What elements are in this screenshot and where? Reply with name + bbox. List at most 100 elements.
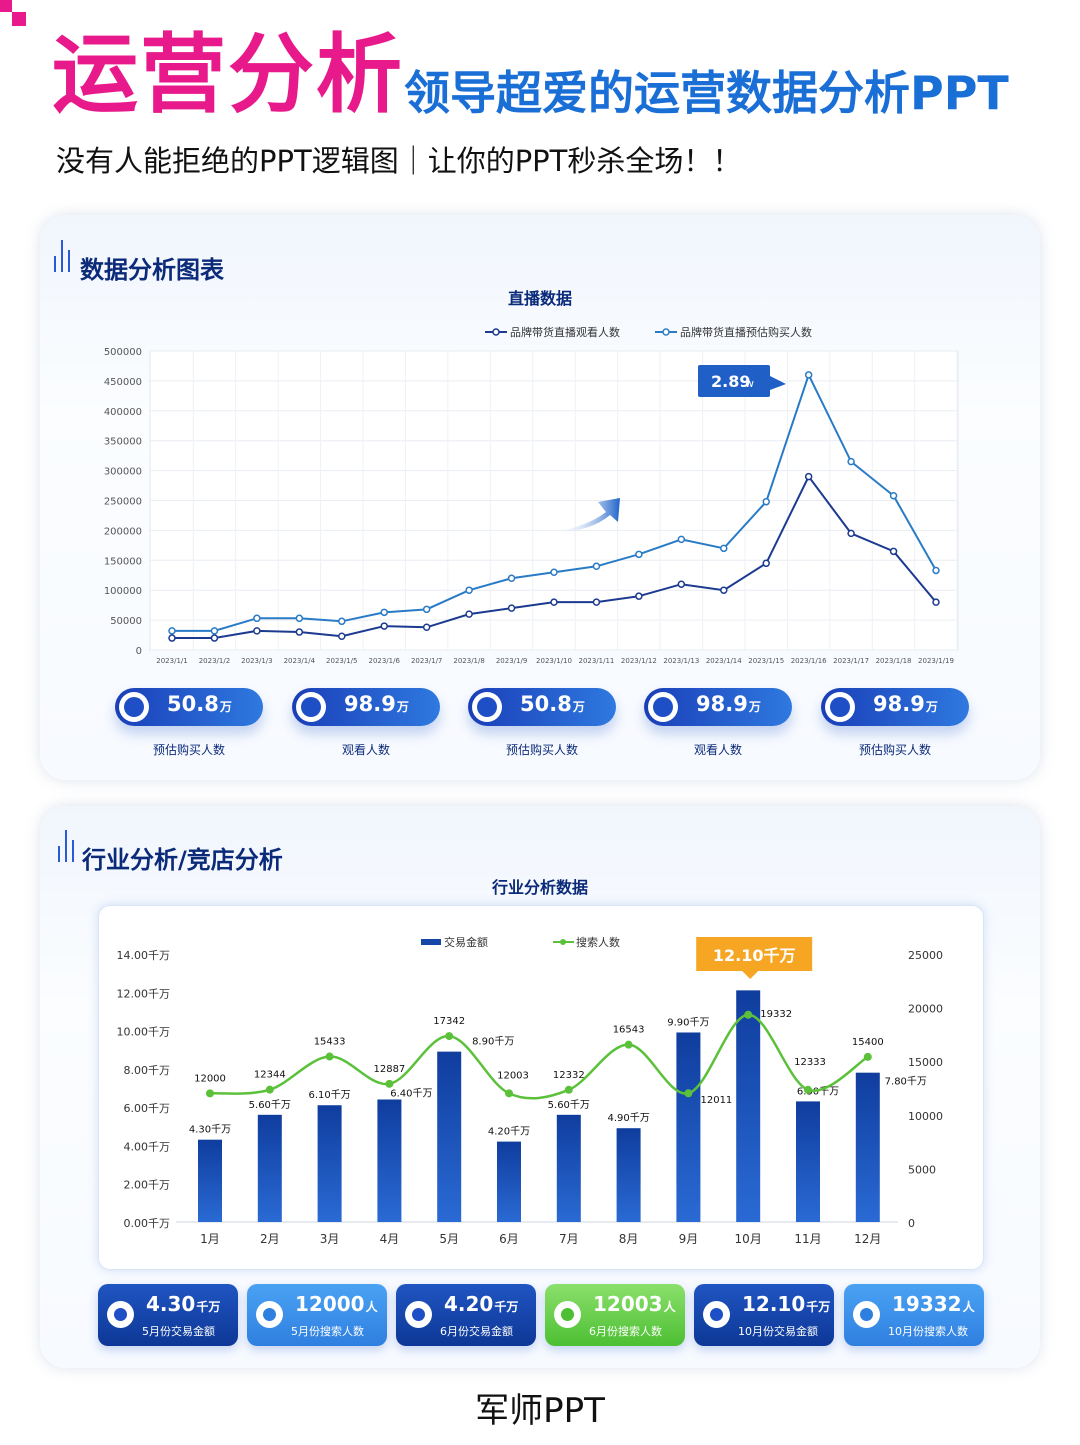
y-tick-label: 150000 [104,556,142,567]
metric-pill: 50.8万 [468,688,616,726]
bar-data-label: 4.30千万 [189,1124,231,1136]
x-tick-label: 6月 [499,1232,519,1246]
tagline: 没有人能拒绝的PPT逻辑图｜让你的PPT秒杀全场！！ [56,144,742,178]
ring-icon [648,692,678,722]
line-chart: 0 50000 100000 150000 200000 250000 300000 3500… [104,325,959,665]
y-tick-label: 500000 [104,347,142,358]
callout-box [698,365,770,397]
stat-card: 12.10千万 10月份交易金额 [694,1284,834,1346]
legend-label: 搜索人数 [576,935,620,949]
combo-chart: 0.00千万 2.00千万 4.00千万 6.00千万 8.00千万 10.00千万 12.… [117,935,944,1246]
data-point [507,574,516,582]
pill-unit: 万 [219,700,232,714]
data-point [295,628,304,636]
stat-label: 10月份交易金额 [738,1325,818,1338]
legend-label: 交易金额 [444,935,488,949]
chart-title-live: 直播数据 [507,289,572,308]
x-tick-label: 2023/1/18 [876,657,912,665]
data-point [889,491,898,500]
y-tick-label: 50000 [110,616,142,627]
data-point [465,586,473,594]
pill-value: 98.9万 [873,692,938,716]
x-tick-label: 4月 [380,1232,400,1246]
x-tick-label: 2023/1/17 [833,657,869,665]
chart-title-industry: 行业分析数据 [491,878,588,897]
people-icon [256,1301,283,1328]
x-tick-label: 2023/1/7 [411,657,442,665]
stat-unit: 人 [365,1300,378,1314]
bar-data-label: 5.60千万 [548,1099,590,1111]
ring-icon [119,692,149,722]
bar-data-label: 7.80千万 [885,1076,927,1088]
y-tick-label: 400000 [104,407,142,418]
y-tick-label: 300000 [104,467,142,478]
callout-value: 2.89 [711,372,750,391]
y-tick-label: 450000 [104,377,142,388]
y-tick-label: 250000 [104,497,142,508]
section-heading-data-analysis: 数据分析图表 [80,256,224,284]
x-tick-label: 9月 [679,1232,699,1246]
line-data-point [624,1040,633,1049]
bar [257,1114,282,1222]
line-data-point [385,1079,394,1088]
data-point [720,586,728,594]
data-point [253,627,261,635]
bar-data-label: 8.90千万 [472,1036,514,1048]
line-data-label: 17342 [433,1016,465,1027]
data-point [677,580,686,588]
line-data-point [863,1052,872,1061]
metric-pill: 98.9万 [644,688,792,726]
legend-swatch [421,939,441,945]
x-tick-label: 2023/1/3 [241,657,272,665]
stat-unit: 人 [663,1300,676,1314]
x-tick-label: 7月 [559,1232,579,1246]
x-tick-label: 2023/1/10 [536,657,572,665]
stat-label: 5月份搜索人数 [291,1325,364,1338]
bar [198,1139,222,1222]
bar [497,1141,521,1222]
stat-value: 12003人 [593,1292,676,1316]
data-point [635,550,643,559]
y-tick-label-right: 15000 [908,1056,943,1069]
pill-unit: 万 [925,700,938,714]
stat-value: 12.10千万 [742,1292,831,1316]
callout-unit: w [745,377,754,390]
metric-pill: 50.8万 [115,688,263,726]
data-point [380,608,388,617]
pill-label: 观看人数 [341,743,390,757]
stat-unit: 千万 [806,1300,831,1314]
stat-value: 4.30千万 [146,1292,221,1316]
line-data-label: 19332 [760,1009,792,1020]
line-data-point [325,1052,334,1061]
stat-card: 19332人 10月份搜索人数 [844,1284,984,1346]
bar [317,1105,342,1222]
bar-data-label: 5.60千万 [249,1099,291,1111]
bar-data-label: 9.90千万 [667,1016,709,1028]
x-tick-label: 2023/1/16 [791,657,827,665]
pill-value: 98.9万 [696,692,761,716]
data-point [338,617,346,626]
metric-pill: 98.9万 [292,688,440,726]
stat-value: 19332人 [892,1292,975,1316]
bar [377,1099,402,1222]
stat-unit: 千万 [196,1300,221,1314]
data-point [422,605,431,614]
callout-pointer [742,971,759,979]
pill-unit: 万 [572,700,585,714]
page-title: 运营分析 [52,25,404,125]
ring-icon [296,692,326,722]
data-point [253,614,261,623]
stat-value: 4.20千万 [444,1292,519,1316]
search-line [209,1013,869,1100]
data-point [592,562,601,571]
line-data-label: 12011 [700,1095,732,1106]
line-data-label: 15400 [852,1037,884,1048]
pill-label: 观看人数 [693,743,742,757]
ring-icon [472,692,502,722]
x-tick-label: 2023/1/11 [578,657,614,665]
data-point [635,592,643,600]
y-tick-label-left: 6.00千万 [124,1102,171,1115]
callout-pointer [770,376,786,390]
legend-marker [560,939,566,945]
y-tick-label-left: 10.00千万 [117,1026,171,1039]
